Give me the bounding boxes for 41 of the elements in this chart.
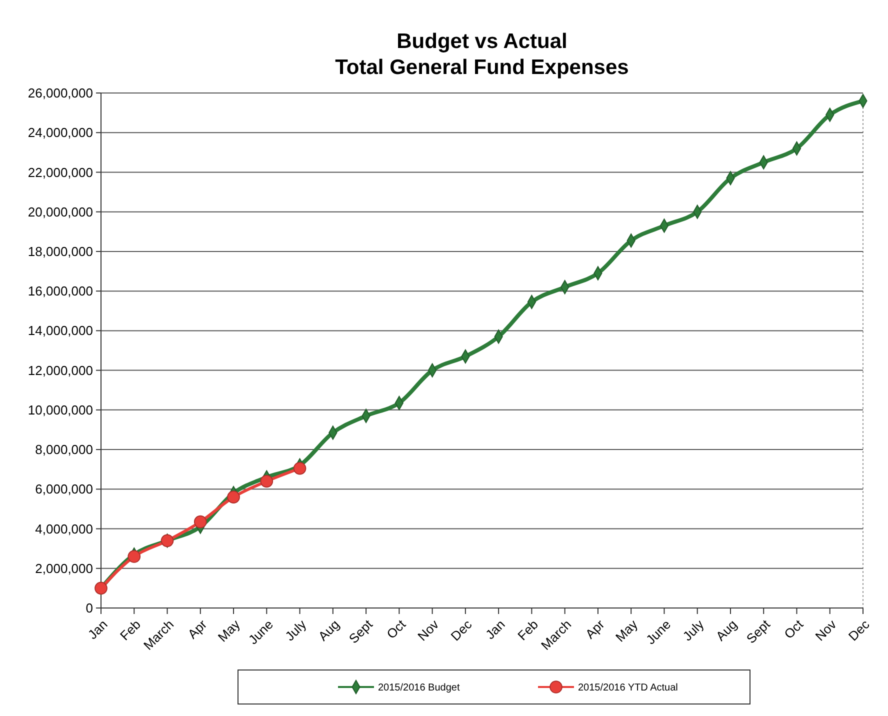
x-tick-label: Jan: [482, 616, 508, 642]
point: [227, 490, 240, 504]
y-tick-label: 24,000,000: [28, 125, 93, 140]
x-tick-label: May: [214, 616, 244, 645]
y-tick-label: 18,000,000: [28, 244, 93, 260]
y-tick-label: 10,000,000: [28, 402, 93, 418]
point: [128, 550, 141, 563]
x-tick-label: Aug: [712, 616, 740, 644]
point: [194, 515, 207, 528]
y-tick-label: 4,000,000: [35, 521, 93, 536]
x-tick-label: Nov: [812, 616, 840, 644]
x-tick-label: Dec: [448, 616, 476, 644]
x-tick-label: Nov: [414, 616, 442, 644]
x-tick-label: Apr: [184, 616, 210, 642]
point: [293, 462, 306, 475]
y-tick-label: 26,000,000: [28, 86, 93, 101]
x-tick-label: Apr: [582, 616, 608, 642]
y-tick-label: 22,000,000: [28, 164, 93, 180]
y-tick-label: 0: [86, 600, 93, 616]
y-tick-label: 12,000,000: [28, 362, 93, 378]
legend-label: 2015/2016 Budget: [378, 682, 460, 694]
x-tick-label: June: [643, 616, 674, 648]
x-tick-label: July: [680, 616, 708, 644]
point: [260, 474, 274, 488]
x-tick-label: Feb: [117, 616, 144, 644]
x-tick-label: Oct: [384, 616, 409, 642]
x-tick-label: Feb: [514, 616, 542, 644]
y-tick-label: 14,000,000: [28, 323, 93, 338]
x-tick-label: July: [282, 616, 310, 644]
x-tick-label: Aug: [315, 616, 342, 644]
legend-label: 2015/2016 YTD Actual: [578, 682, 678, 694]
x-tick-label: Jan: [84, 616, 110, 642]
x-tick-label: Oct: [781, 616, 806, 642]
y-tick-label: 20,000,000: [28, 204, 93, 220]
chart-title: Budget vs Actual Total General Fund Expenses: [335, 30, 629, 79]
y-tick-label: 8,000,000: [35, 442, 93, 458]
y-tick-label: 2,000,000: [35, 560, 93, 576]
y-tick-label: 16,000,000: [28, 284, 93, 299]
x-tick-label: Dec: [845, 616, 873, 644]
y-tick-label: 6,000,000: [35, 482, 93, 497]
x-tick-label: May: [612, 616, 641, 645]
